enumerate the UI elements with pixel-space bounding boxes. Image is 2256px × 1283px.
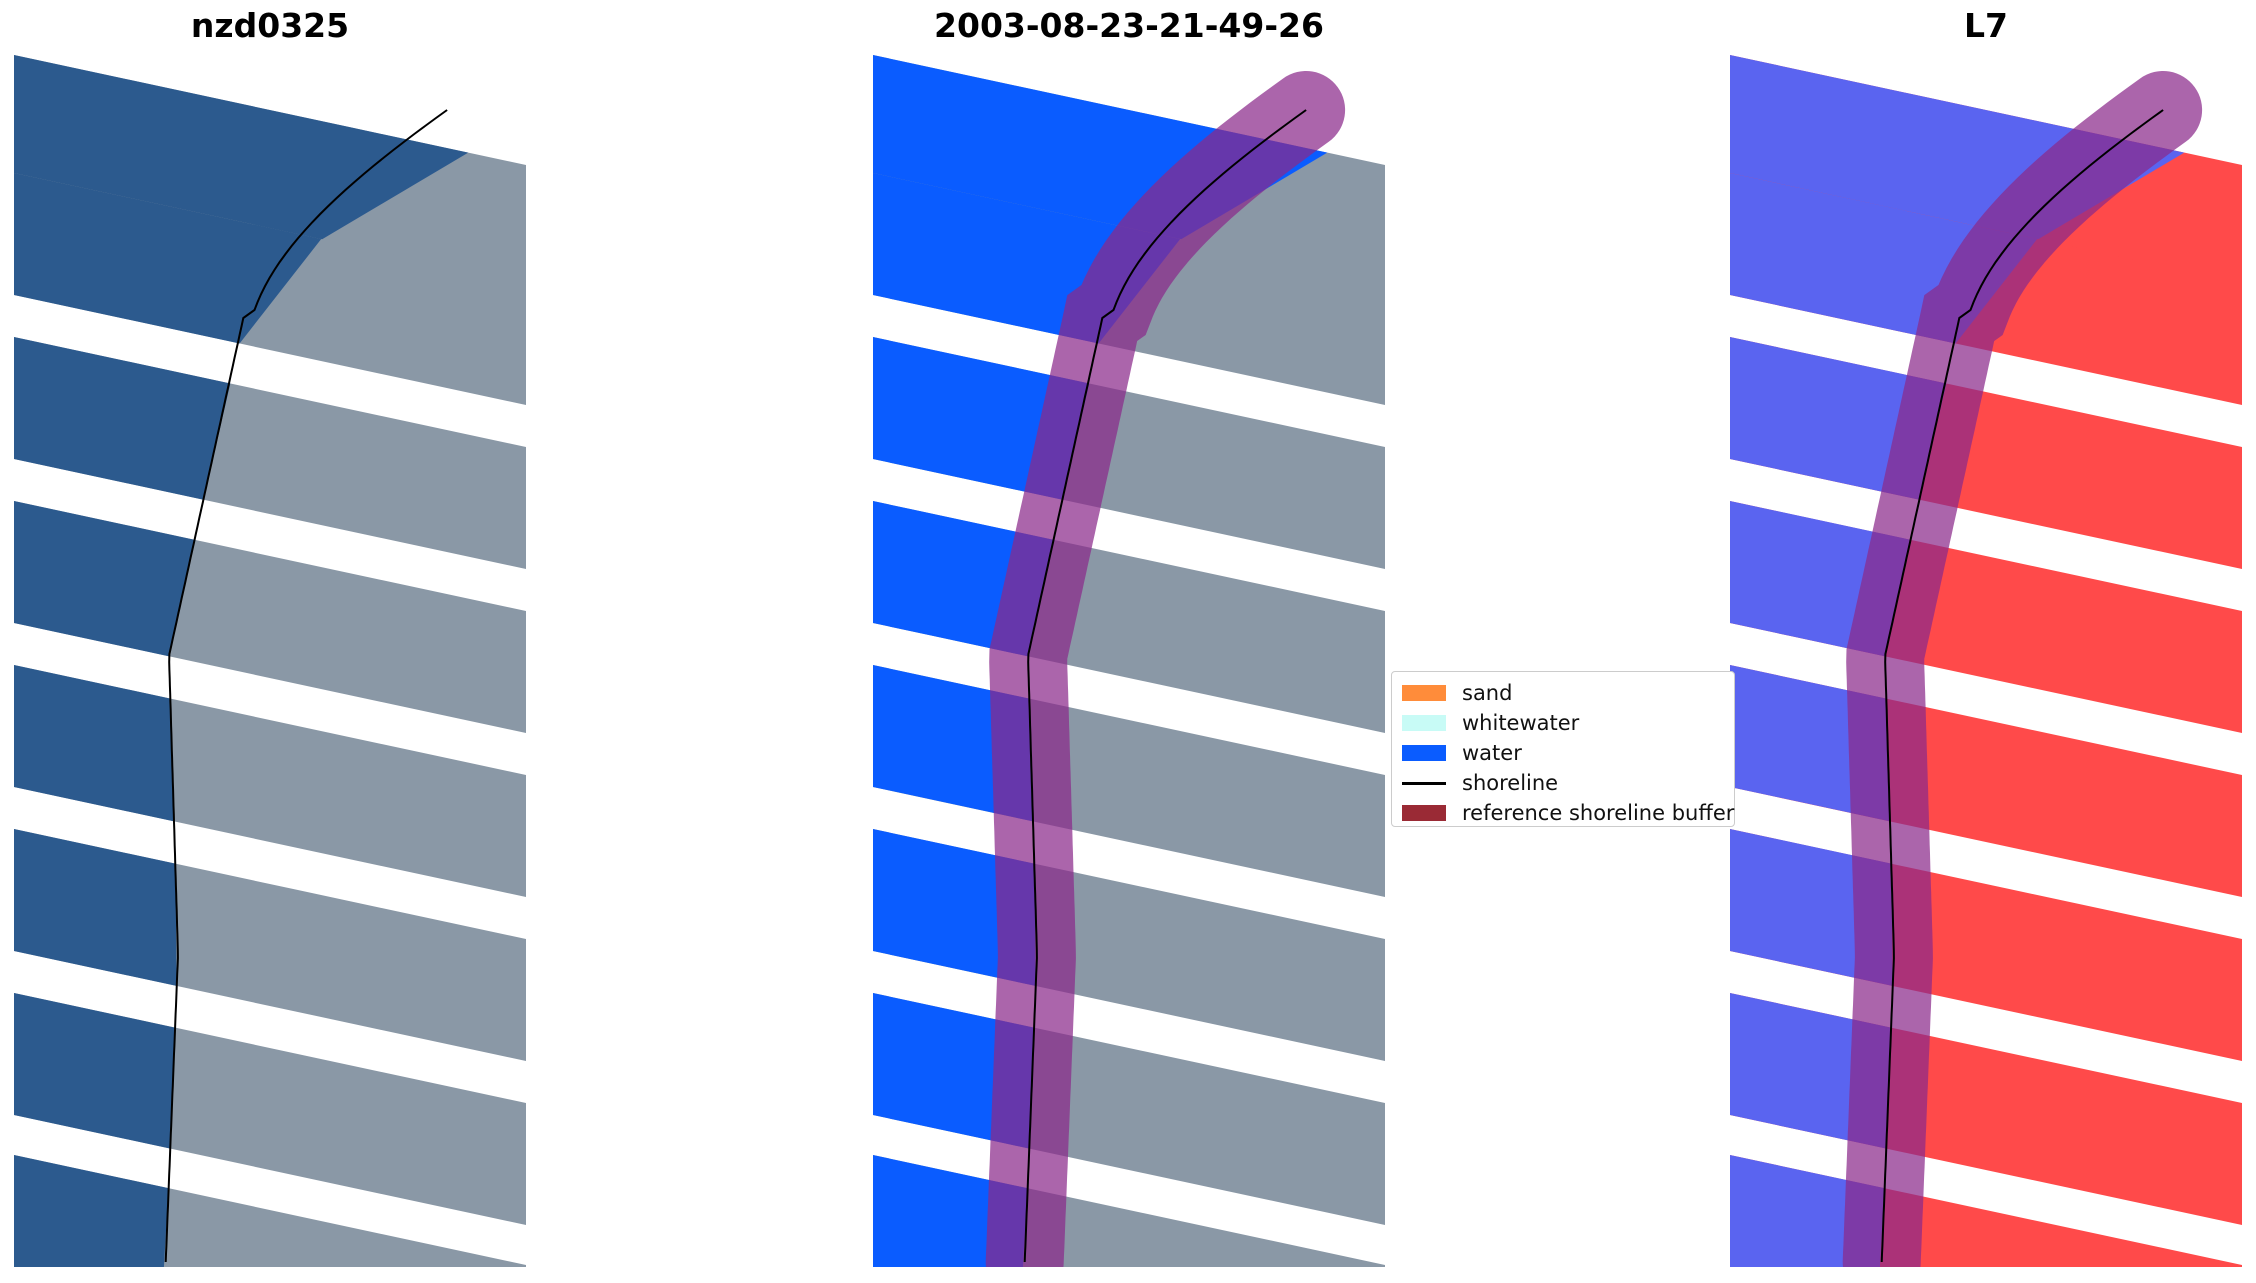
legend-label: whitewater — [1462, 711, 1580, 735]
rgb-water-strip — [14, 993, 175, 1149]
legend-label: sand — [1462, 681, 1513, 705]
index-panel — [1730, 55, 2242, 1267]
legend-label: shoreline — [1462, 771, 1559, 795]
rgb-water-strip — [14, 55, 469, 243]
legend: sand whitewater water shoreline reference sh… — [1391, 671, 1735, 827]
rgb-water-strip — [14, 829, 177, 986]
legend-item-sand: sand — [1402, 678, 1724, 708]
legend-label: reference shoreline buffer — [1462, 801, 1735, 825]
rgb-water-strip — [14, 665, 175, 822]
rgb-water-strip — [14, 1155, 169, 1267]
legend-item-reference-shoreline-buffer: reference shoreline buffer — [1402, 798, 1734, 828]
legend-item-shoreline: shoreline — [1402, 768, 1724, 798]
rgb-water-strip — [14, 173, 322, 344]
panel-title-classified: 2003-08-23-21-49-26 — [934, 6, 1324, 45]
rgb-strips — [14, 55, 526, 1267]
legend-swatch — [1402, 781, 1446, 785]
rgb-water-strip — [14, 337, 231, 500]
classified-water-strip — [873, 829, 1036, 986]
shoreline-line-rgb — [164, 109, 448, 1263]
shoreline-line-index — [1880, 109, 2164, 1263]
classified-panel — [873, 55, 1385, 1267]
legend-swatch — [1402, 805, 1446, 821]
shoreline-line-classified — [1023, 109, 1307, 1263]
rgb-satellite-panel — [14, 55, 526, 1267]
panel-title-rgb: nzd0325 — [190, 6, 350, 45]
index-water-strip — [1730, 829, 1893, 986]
legend-swatch — [1402, 685, 1446, 701]
legend-swatch — [1402, 745, 1446, 761]
legend-label: water — [1462, 741, 1522, 765]
legend-item-water: water — [1402, 738, 1724, 768]
legend-swatch — [1402, 715, 1446, 731]
panel-title-index: L7 — [1964, 6, 2008, 45]
legend-item-whitewater: whitewater — [1402, 708, 1724, 738]
rgb-water-strip — [14, 501, 195, 657]
